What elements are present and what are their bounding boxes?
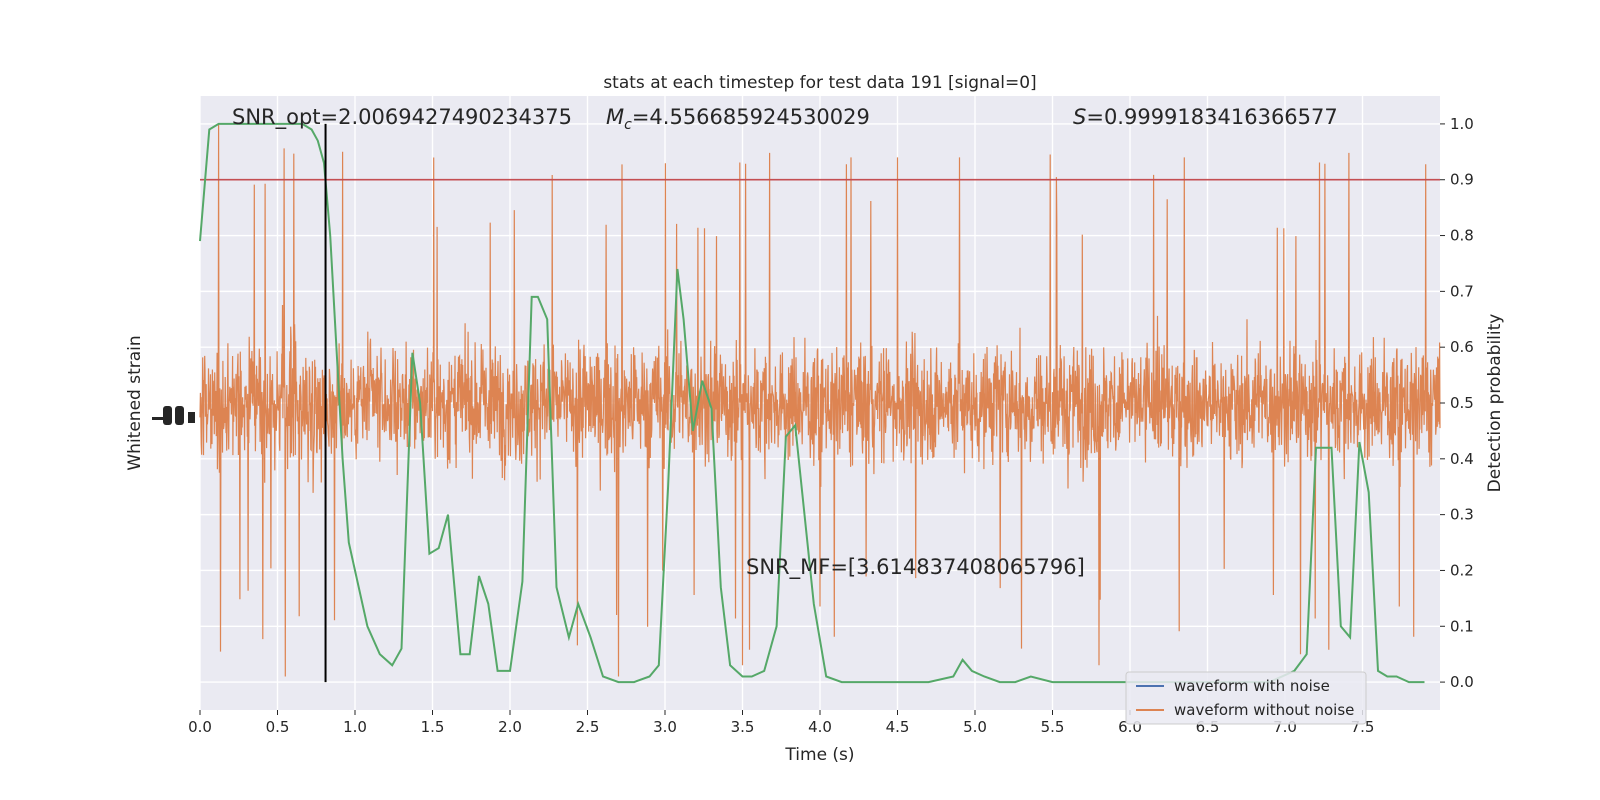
- legend-label-waveform-with-noise: waveform with noise: [1174, 677, 1330, 695]
- score-symbol: S: [1073, 105, 1086, 129]
- legend: waveform with noise waveform without noi…: [1125, 671, 1367, 725]
- x-axis-label: Time (s): [784, 745, 854, 765]
- x-tick-label: 1.0: [343, 718, 367, 736]
- x-tick-label: 1.5: [421, 718, 445, 736]
- x-tick-label: 2.5: [576, 718, 600, 736]
- x-tick-label: 3.5: [731, 718, 755, 736]
- y-tick-label: 0.4: [1450, 450, 1474, 468]
- y-axis-label-left: Whitened strain: [125, 335, 145, 470]
- chirp-mass-symbol: M: [606, 105, 624, 129]
- y-axis-label-right: Detection probability: [1485, 314, 1505, 493]
- x-tick-label: 3.0: [653, 718, 677, 736]
- legend-label-waveform-without-noise: waveform without noise: [1174, 701, 1354, 719]
- x-tick-label: 5.5: [1041, 718, 1065, 736]
- chirp-mass-annotation: Mc=4.556685924530029: [606, 105, 870, 133]
- y-tick-label: 0.9: [1450, 171, 1474, 189]
- score-annotation: S=0.9999183416366577: [1073, 105, 1338, 129]
- y-tick-label: 0.7: [1450, 282, 1474, 300]
- chart-title: stats at each timestep for test data 191…: [603, 73, 1036, 93]
- x-tick-label: 0.5: [266, 718, 290, 736]
- y-tick-label: 0.2: [1450, 561, 1474, 579]
- snr-mf-annotation: SNR_MF=[3.614837408065796]: [746, 555, 1085, 580]
- x-tick-label: 2.0: [498, 718, 522, 736]
- x-tick-label: 4.0: [808, 718, 832, 736]
- chirp-mass-value: =4.556685924530029: [632, 105, 870, 129]
- y-tick-label: 0.0: [1450, 673, 1474, 691]
- x-tick-label: 4.5: [886, 718, 910, 736]
- y-tick-label: 0.6: [1450, 338, 1474, 356]
- snr-opt-annotation: SNR_opt=2.0069427490234375: [232, 105, 572, 130]
- x-tick-label: 5.0: [963, 718, 987, 736]
- score-value: =0.9999183416366577: [1086, 105, 1337, 129]
- chirp-mass-subscript: c: [624, 117, 632, 133]
- y-tick-label: 0.3: [1450, 506, 1474, 524]
- y-tick-label: 1.0: [1450, 115, 1474, 133]
- y-tick-label: 0.5: [1450, 394, 1474, 412]
- x-tick-label: 0.0: [188, 718, 212, 736]
- series-waveform-without-noise: [199, 123, 1441, 677]
- series-layer: [199, 123, 1441, 677]
- y-tick-label: 0.1: [1450, 617, 1474, 635]
- left-tick-glyphs: [152, 406, 195, 425]
- y-tick-label: 0.8: [1450, 227, 1474, 245]
